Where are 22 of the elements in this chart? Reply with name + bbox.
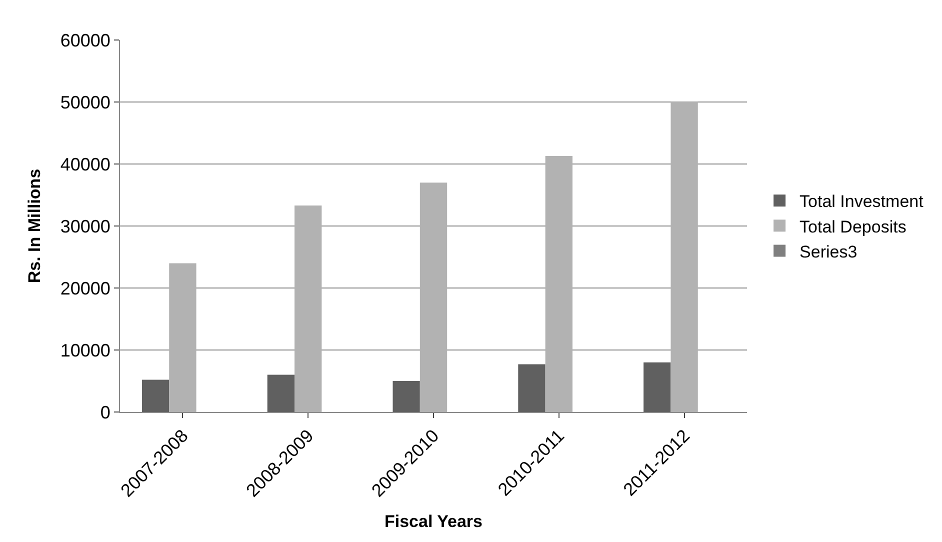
y-tick-label: 30000 bbox=[60, 216, 110, 236]
bar bbox=[142, 380, 170, 412]
bar bbox=[518, 364, 546, 412]
bar bbox=[545, 156, 572, 412]
bar bbox=[670, 101, 698, 412]
y-tick-label: 50000 bbox=[60, 92, 110, 112]
legend-label: Series3 bbox=[800, 242, 858, 262]
y-tick-label: 40000 bbox=[60, 154, 110, 174]
bar bbox=[169, 263, 196, 412]
bar bbox=[420, 182, 448, 412]
legend-label: Total Investment bbox=[800, 192, 924, 212]
x-axis-title: Fiscal Years bbox=[384, 512, 482, 532]
legend-label: Total Deposits bbox=[800, 217, 906, 236]
y-tick-label: 0 bbox=[100, 402, 110, 422]
bar bbox=[294, 206, 322, 412]
bar bbox=[267, 374, 295, 412]
bar bbox=[392, 381, 420, 412]
bar bbox=[644, 362, 671, 412]
y-tick-label: 60000 bbox=[60, 30, 110, 50]
y-tick-label: 20000 bbox=[60, 278, 110, 298]
y-axis-title: Rs. In Millions bbox=[24, 168, 44, 284]
y-tick-label: 10000 bbox=[60, 340, 110, 360]
